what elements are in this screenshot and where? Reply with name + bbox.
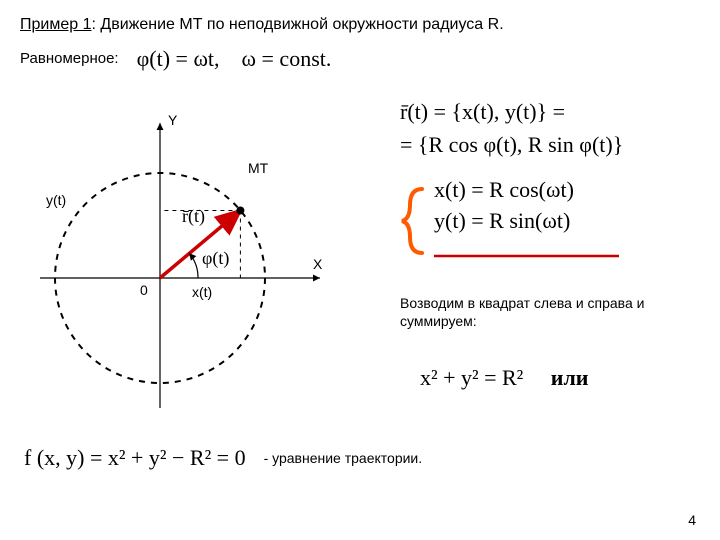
xt-label: x(t): [192, 284, 212, 300]
circle-diagram: Y X 0 МТ y(t) x(t) r̄(t) φ(t): [20, 108, 340, 428]
vector-equations: r̄(t) = {x(t), y(t)} = = {R cos φ(t), R …: [400, 95, 700, 161]
ili-label: или: [551, 365, 589, 390]
r-eq1: r̄(t) = {x(t), y(t)} =: [400, 95, 700, 128]
diagram-svg: [20, 108, 340, 428]
mt-label: МТ: [248, 160, 268, 176]
phi-eq: φ(t) = ωt,: [137, 46, 220, 71]
brace-icon: [400, 185, 428, 257]
phit-label: φ(t): [202, 248, 229, 269]
row-uniform: Равномерное: φ(t) = ωt, ω = const.: [20, 46, 700, 72]
system-body: x(t) = R cos(ωt) y(t) = R sin(ωt): [434, 175, 624, 267]
xy-sum: x² + y² = R²: [420, 365, 523, 390]
yt-label: y(t): [46, 192, 66, 208]
y-sin-eq: y(t) = R sin(ωt): [434, 206, 624, 237]
omega-eq: ω = const.: [242, 46, 332, 71]
x-axis-label: X: [313, 256, 322, 272]
square-note: Возводим в квадрат слева и справа и сумм…: [400, 295, 700, 330]
system-equations: x(t) = R cos(ωt) y(t) = R sin(ωt): [400, 175, 624, 267]
title: Пример 1: Движение МТ по неподвижной окр…: [20, 16, 700, 34]
trajectory-label: - уравнение траектории.: [264, 450, 423, 466]
title-rest: : Движение МТ по неподвижной окружности …: [91, 16, 503, 33]
phi-equation: φ(t) = ωt, ω = const.: [137, 46, 332, 72]
uniform-label: Равномерное:: [20, 46, 119, 67]
f-equation: f (x, y) = x² + y² − R² = 0: [24, 445, 246, 471]
trajectory-row: f (x, y) = x² + y² − R² = 0 - уравнение …: [24, 445, 422, 471]
rvec-label: r̄(t): [182, 206, 205, 227]
underline-icon: [434, 253, 624, 259]
page-number: 4: [688, 512, 696, 528]
origin-label: 0: [140, 282, 148, 298]
y-axis-label: Y: [168, 112, 177, 128]
r-eq2: = {R cos φ(t), R sin φ(t)}: [400, 128, 700, 161]
x-cos-eq: x(t) = R cos(ωt): [434, 175, 624, 206]
title-prefix: Пример 1: [20, 16, 91, 33]
sum-equation: x² + y² = R² или: [420, 365, 588, 391]
